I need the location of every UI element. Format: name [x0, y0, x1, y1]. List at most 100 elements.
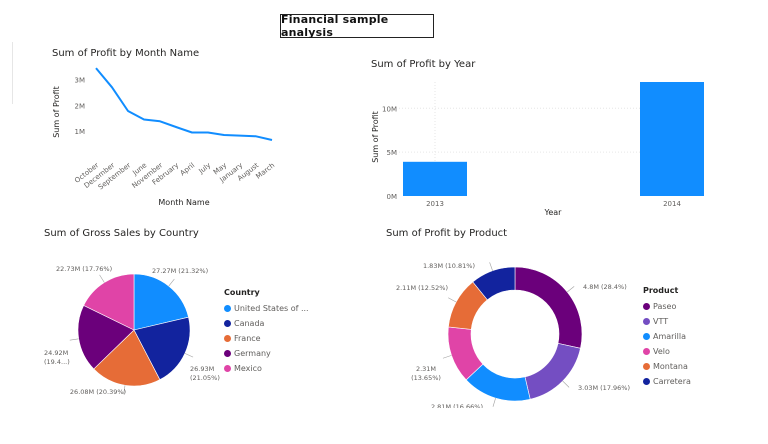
pie-legend-item[interactable]: United States of ...: [224, 301, 309, 316]
donut-slice-carretera: [472, 266, 516, 301]
donut-legend-label: Amarilla: [653, 332, 687, 341]
bar-x-axis-title: Year: [544, 208, 563, 217]
donut-data-label: 1.83M (10.81%): [423, 262, 475, 270]
donut-data-label: 2.11M (12.52%): [396, 284, 448, 292]
pie-legend-label: Mexico: [234, 364, 262, 373]
donut-legend-item[interactable]: Carretera: [643, 374, 691, 389]
donut-data-label-pct: (13.65%): [411, 374, 441, 382]
bar-chart-visual[interactable]: Sum of Profit by Year 0M 5M 10M 2013 2014 Yea…: [365, 55, 710, 220]
donut-legend-label: VTT: [653, 317, 669, 326]
donut-leader-line: [442, 355, 452, 359]
pie-legend-label: France: [234, 334, 261, 343]
pie-legend-swatch: [224, 320, 231, 327]
donut-legend-item[interactable]: Montana: [643, 359, 691, 374]
donut-slice-paseo: [514, 266, 583, 349]
bar-chart-title: Sum of Profit by Year: [371, 59, 476, 70]
donut-data-label: 4.8M (28.4%): [583, 283, 627, 291]
line-y-axis-title: Sum of Profit: [52, 86, 61, 138]
pie-leader-line: [99, 274, 105, 283]
bar-y-tick-label: 0M: [387, 193, 398, 201]
donut-chart-visual[interactable]: Sum of Profit by Product 4.8M (28.4%) 3.0…: [380, 224, 720, 408]
panel-divider: [12, 42, 13, 104]
bar-y-axis-title: Sum of Profit: [371, 111, 380, 163]
line-x-tick-label: April: [179, 161, 197, 177]
pie-legend: Country United States of ... Canada France…: [224, 288, 309, 376]
pie-legend-swatch: [224, 305, 231, 312]
donut-leader-line: [489, 262, 493, 271]
pie-slice-mexico: [83, 273, 135, 331]
bar-chart-svg: 0M 5M 10M 2013 2014 Year Sum of Profit: [371, 82, 705, 217]
report-title: Financial sample analysis: [280, 13, 434, 39]
bar-x-tick-label: 2013: [426, 200, 444, 208]
pie-leader-line: [184, 353, 194, 358]
donut-legend-label: Velo: [653, 347, 670, 356]
donut-data-label: 3.03M (17.96%): [578, 384, 630, 392]
line-chart-title: Sum of Profit by Month Name: [52, 48, 200, 59]
donut-legend-swatch: [643, 318, 650, 325]
pie-leader-line: [168, 278, 175, 287]
pie-legend-label: Canada: [234, 319, 265, 328]
pie-legend-items: United States of ... Canada France Germany M…: [224, 301, 309, 376]
pie-chart-svg: 27.27M (21.32%) 26.93M(21.05%) 26.08M (20.…: [44, 265, 220, 396]
line-x-axis-title: Month Name: [158, 198, 209, 207]
donut-legend-swatch: [643, 333, 650, 340]
donut-data-label: 2.81M (16.66%): [431, 403, 483, 408]
donut-leader-line: [566, 286, 575, 293]
donut-legend-item[interactable]: Velo: [643, 344, 691, 359]
pie-legend-item[interactable]: France: [224, 331, 309, 346]
pie-data-label-pct: (19.4...): [44, 358, 70, 366]
line-y-tick-label: 2M: [75, 102, 86, 110]
donut-legend-swatch: [643, 303, 650, 310]
donut-legend-item[interactable]: Amarilla: [643, 329, 691, 344]
pie-legend-title: Country: [224, 288, 260, 297]
line-chart-visual[interactable]: Sum of Profit by Month Name 1M 2M 3M Octobe…: [40, 44, 290, 214]
pie-leader-line: [69, 338, 79, 341]
donut-chart-svg: 4.8M (28.4%) 3.03M (17.96%) 2.81M (16.66%)…: [396, 262, 630, 408]
bar-2013: [403, 161, 467, 196]
donut-legend-swatch: [643, 378, 650, 385]
donut-legend-item[interactable]: Paseo: [643, 299, 691, 314]
pie-chart-title: Sum of Gross Sales by Country: [44, 228, 199, 239]
donut-leader-line: [492, 398, 496, 407]
pie-chart-visual[interactable]: Sum of Gross Sales by Country 27.27M (21…: [40, 224, 360, 402]
pie-data-label: 26.08M (20.39%): [70, 388, 126, 396]
line-x-tick-label: July: [197, 161, 213, 176]
donut-legend-item[interactable]: VTT: [643, 314, 691, 329]
pie-legend-item[interactable]: Canada: [224, 316, 309, 331]
pie-data-label: 24.92M: [44, 349, 68, 357]
donut-legend: Product Paseo VTT Amarilla Velo Montana Carre…: [643, 286, 691, 389]
bar-y-tick-label: 5M: [387, 149, 398, 157]
pie-leader-line: [123, 385, 126, 395]
pie-legend-swatch: [224, 335, 231, 342]
pie-data-label: 26.93M: [190, 365, 214, 373]
donut-data-label: 2.31M: [416, 365, 436, 373]
pie-legend-item[interactable]: Germany: [224, 346, 309, 361]
donut-legend-label: Paseo: [653, 302, 677, 311]
bar-x-tick-label: 2014: [663, 200, 681, 208]
donut-legend-label: Carretera: [653, 377, 691, 386]
donut-legend-swatch: [643, 363, 650, 370]
pie-data-label: 27.27M (21.32%): [152, 267, 208, 275]
donut-leader-line: [448, 297, 457, 303]
line-x-tick-label: March: [254, 161, 276, 180]
pie-data-label: 22.73M (17.76%): [56, 265, 112, 273]
pie-data-label-pct: (21.05%): [190, 374, 220, 382]
donut-slice-vtt: [524, 343, 581, 400]
donut-legend-title: Product: [643, 286, 679, 295]
line-y-tick-label: 3M: [75, 77, 86, 85]
donut-legend-label: Montana: [653, 362, 688, 371]
pie-legend-swatch: [224, 365, 231, 372]
bar-2014: [640, 82, 704, 196]
pie-legend-swatch: [224, 350, 231, 357]
pie-slice-united-states-of-america: [133, 273, 189, 331]
pie-slice-germany: [77, 305, 135, 370]
donut-legend-items: Paseo VTT Amarilla Velo Montana Carretera: [643, 299, 691, 389]
pie-legend-item[interactable]: Mexico: [224, 361, 309, 376]
pie-legend-label: United States of ...: [234, 304, 309, 313]
donut-legend-swatch: [643, 348, 650, 355]
donut-leader-line: [562, 380, 570, 388]
donut-chart-title: Sum of Profit by Product: [386, 228, 508, 239]
line-y-tick-label: 1M: [75, 128, 86, 136]
line-series-profit: [95, 67, 273, 141]
